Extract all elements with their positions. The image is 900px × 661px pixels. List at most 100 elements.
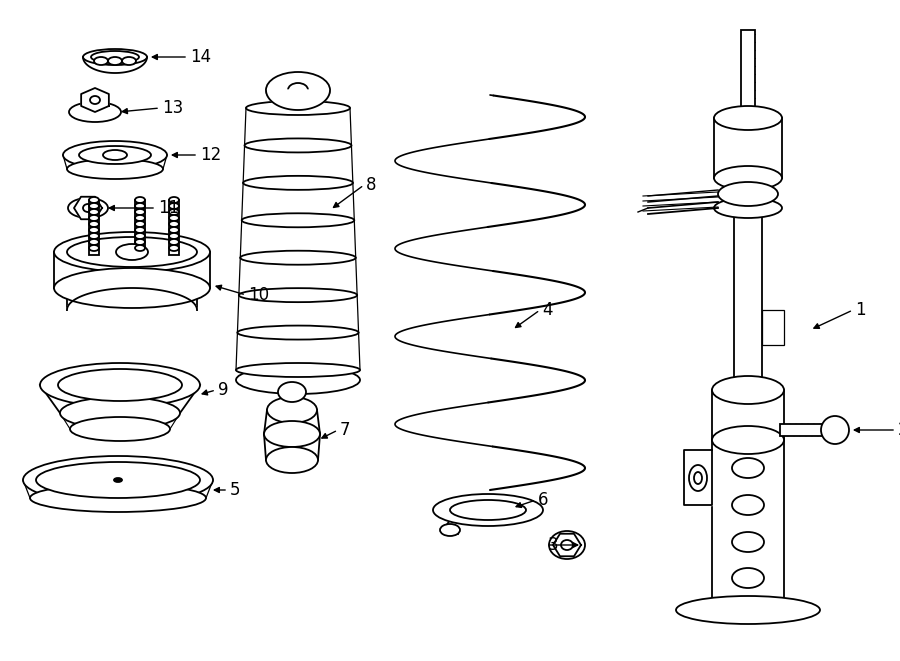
Ellipse shape	[676, 596, 820, 624]
Bar	[780, 424, 830, 436]
Ellipse shape	[135, 203, 145, 209]
Ellipse shape	[267, 397, 317, 423]
Ellipse shape	[89, 215, 99, 221]
Ellipse shape	[732, 458, 764, 478]
Ellipse shape	[433, 494, 543, 526]
Ellipse shape	[135, 197, 145, 203]
Polygon shape	[266, 90, 330, 110]
Ellipse shape	[238, 326, 358, 340]
Ellipse shape	[732, 532, 764, 552]
Ellipse shape	[240, 251, 356, 264]
Ellipse shape	[242, 214, 355, 227]
Polygon shape	[81, 88, 109, 112]
Bar	[714, 118, 782, 178]
Polygon shape	[74, 197, 102, 219]
Ellipse shape	[135, 239, 145, 245]
Ellipse shape	[108, 57, 122, 65]
Ellipse shape	[135, 215, 145, 221]
Polygon shape	[553, 533, 581, 557]
Ellipse shape	[135, 233, 145, 239]
Ellipse shape	[83, 204, 93, 212]
Ellipse shape	[712, 426, 784, 454]
Ellipse shape	[549, 531, 585, 559]
Ellipse shape	[70, 417, 170, 441]
Ellipse shape	[689, 465, 707, 491]
Text: 2: 2	[898, 421, 900, 439]
Ellipse shape	[169, 215, 179, 221]
Ellipse shape	[169, 209, 179, 215]
Ellipse shape	[89, 209, 99, 215]
Text: 9: 9	[218, 381, 229, 399]
Text: 13: 13	[162, 99, 184, 117]
Ellipse shape	[714, 106, 782, 130]
Ellipse shape	[714, 166, 782, 190]
Ellipse shape	[79, 146, 151, 164]
Ellipse shape	[89, 203, 99, 209]
Ellipse shape	[63, 141, 167, 169]
Ellipse shape	[238, 288, 357, 302]
Ellipse shape	[169, 233, 179, 239]
Ellipse shape	[23, 456, 213, 504]
Ellipse shape	[266, 447, 318, 473]
Ellipse shape	[89, 227, 99, 233]
Ellipse shape	[732, 495, 764, 515]
Ellipse shape	[266, 72, 330, 108]
Ellipse shape	[68, 198, 108, 218]
Ellipse shape	[89, 245, 99, 251]
Ellipse shape	[58, 369, 182, 401]
Text: 12: 12	[200, 146, 221, 164]
Ellipse shape	[94, 57, 108, 65]
Ellipse shape	[694, 472, 702, 484]
Ellipse shape	[440, 524, 460, 536]
Ellipse shape	[561, 540, 573, 550]
Ellipse shape	[169, 227, 179, 233]
Ellipse shape	[60, 397, 180, 429]
Ellipse shape	[67, 237, 197, 267]
Bar	[135, 200, 145, 255]
Ellipse shape	[89, 233, 99, 239]
Ellipse shape	[103, 150, 127, 160]
Ellipse shape	[89, 239, 99, 245]
Ellipse shape	[712, 376, 784, 404]
Text: 11: 11	[158, 199, 179, 217]
Ellipse shape	[714, 198, 782, 218]
Polygon shape	[638, 190, 718, 218]
Ellipse shape	[236, 366, 360, 394]
Text: 4: 4	[542, 301, 553, 319]
Ellipse shape	[30, 484, 206, 512]
Ellipse shape	[732, 568, 764, 588]
Bar	[712, 390, 784, 440]
Ellipse shape	[54, 232, 210, 272]
Ellipse shape	[236, 363, 360, 377]
Ellipse shape	[89, 197, 99, 203]
Ellipse shape	[169, 197, 179, 203]
Ellipse shape	[40, 363, 200, 407]
Ellipse shape	[169, 203, 179, 209]
Bar	[712, 440, 784, 610]
Ellipse shape	[114, 478, 122, 482]
Text: 5: 5	[230, 481, 240, 499]
Ellipse shape	[246, 101, 350, 115]
Ellipse shape	[69, 102, 121, 122]
Bar	[762, 310, 784, 345]
Ellipse shape	[450, 500, 526, 520]
Ellipse shape	[288, 83, 308, 97]
Ellipse shape	[169, 221, 179, 227]
Text: 10: 10	[248, 286, 269, 304]
Text: 6: 6	[538, 491, 548, 509]
Ellipse shape	[264, 421, 320, 447]
Ellipse shape	[245, 138, 351, 153]
Ellipse shape	[821, 416, 849, 444]
Ellipse shape	[90, 96, 100, 104]
Polygon shape	[684, 450, 712, 505]
Bar	[169, 200, 179, 255]
Ellipse shape	[36, 462, 200, 498]
Bar	[734, 208, 762, 390]
Text: 3: 3	[548, 536, 559, 554]
Ellipse shape	[169, 239, 179, 245]
Text: 7: 7	[340, 421, 350, 439]
Ellipse shape	[89, 221, 99, 227]
Text: 8: 8	[366, 176, 376, 194]
Ellipse shape	[243, 176, 353, 190]
Ellipse shape	[91, 51, 139, 63]
